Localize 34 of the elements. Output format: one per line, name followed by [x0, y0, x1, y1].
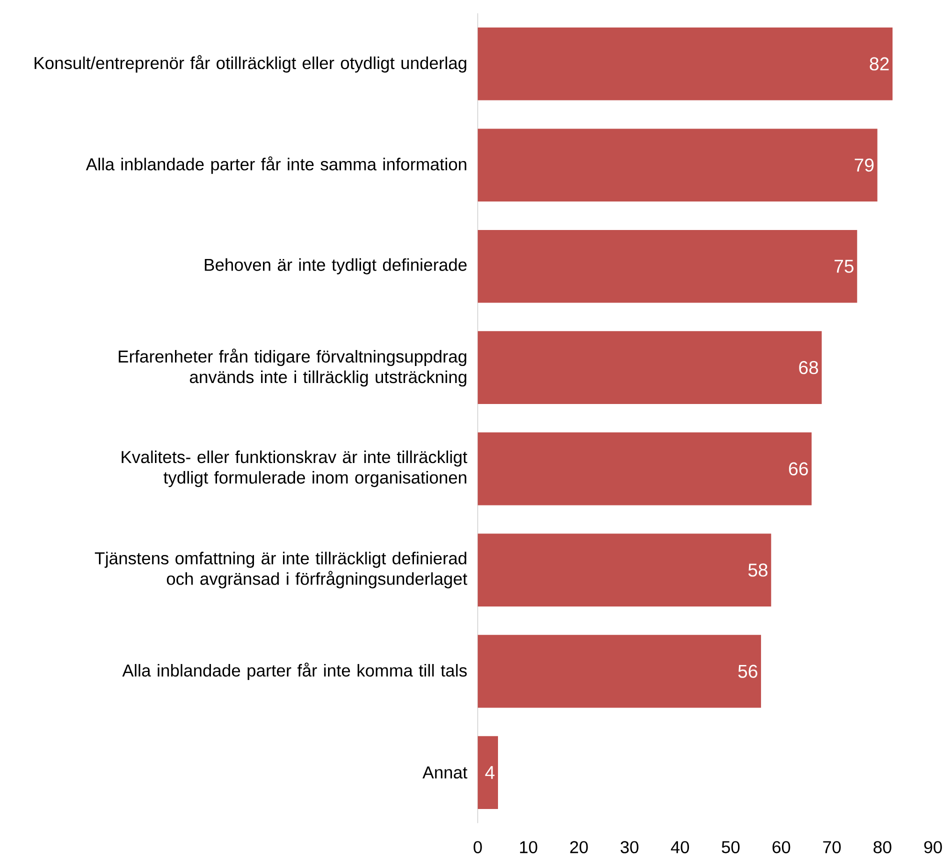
bar: [478, 27, 893, 100]
x-tick-label: 40: [670, 840, 689, 854]
x-tick-label: 30: [620, 840, 638, 854]
bar: [478, 331, 822, 404]
x-tick-label: 0: [474, 840, 482, 854]
x-tick-label: 50: [722, 840, 740, 854]
data-label: 4: [485, 766, 495, 779]
data-label: 82: [870, 57, 889, 70]
data-label: 66: [789, 462, 808, 476]
y-tick-label: Alla inblandade parter får inte samma information: [86, 156, 466, 174]
bar: [478, 128, 878, 202]
y-tick-label: Erfarenheter från tidigare förvaltningsuppdrag används inte i tillräcklig utsträckning: [118, 348, 466, 386]
bar: [478, 230, 858, 303]
x-tick-label: 10: [520, 840, 538, 854]
data-label: 79: [854, 158, 874, 172]
x-tick-label: 60: [772, 840, 790, 854]
y-tick-label: Behoven är inte tydligt definierade: [204, 258, 467, 274]
data-label: 68: [799, 360, 818, 374]
x-tick-label: 70: [823, 840, 841, 854]
x-tick-label: 80: [874, 840, 892, 854]
data-label: 75: [834, 260, 854, 273]
x-tick-label: 20: [570, 840, 588, 854]
y-tick-label: Kvalitets- eller funktionskrav är inte tillräckligt tydligt formulerade inom organisationen: [122, 450, 468, 487]
bar: [478, 634, 762, 708]
y-tick-label: Alla inblandade parter får inte komma till tals: [122, 662, 467, 680]
data-label: 58: [748, 563, 768, 577]
x-tick-label: 90: [924, 840, 942, 854]
y-tick-label: Tjänstens omfattning är inte tillräckligt definierad och avgränsad i förfrågningsunderlaget: [94, 552, 468, 588]
y-tick-label: Konsult/entreprenör får otillräckligt eller otydligt underlag: [34, 55, 466, 72]
bar: [478, 534, 772, 606]
bar: [478, 736, 498, 809]
data-label: 56: [738, 664, 758, 678]
y-tick-label: Annat: [422, 766, 468, 778]
bar: [478, 432, 812, 506]
